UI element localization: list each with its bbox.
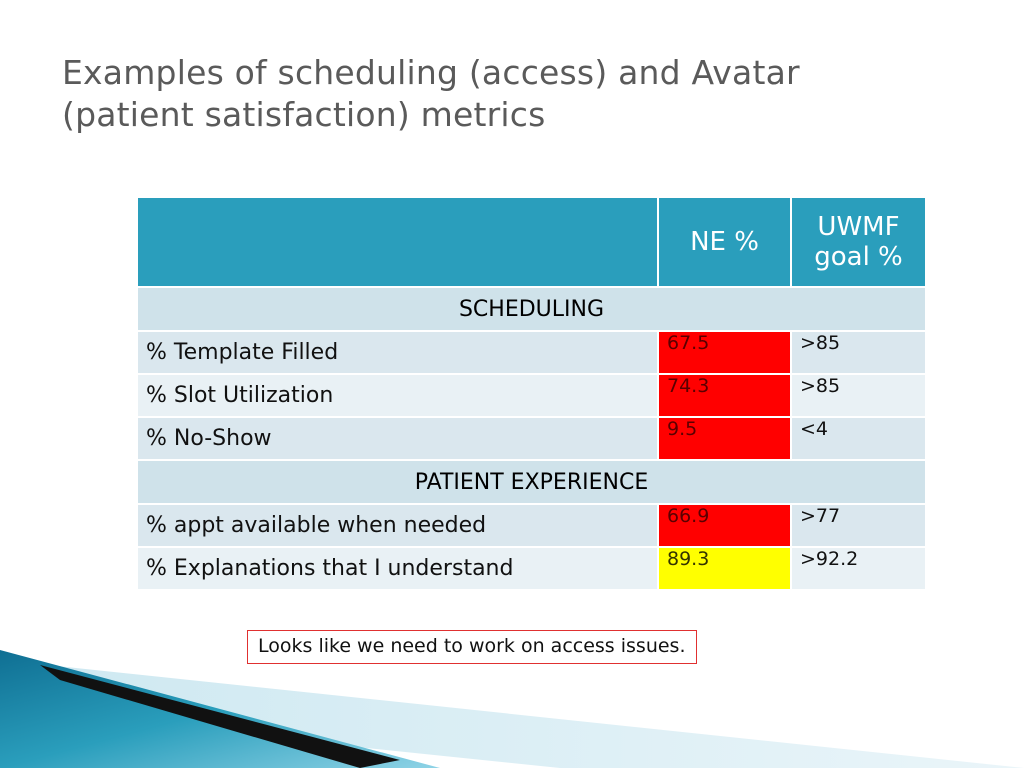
blue-wedge (0, 650, 440, 768)
title-line-2: (patient satisfaction) metrics (62, 95, 546, 134)
metrics-table: NE % UWMF goal % SCHEDULING % Template F… (136, 196, 927, 591)
header-goal-cell: UWMF goal % (790, 196, 927, 288)
table-row: % No-Show 9.5 <4 (136, 416, 927, 461)
header-goal-line-2: goal % (814, 242, 903, 272)
metric-label: % appt available when needed (136, 503, 659, 548)
ne-value-cell: 9.5 (657, 416, 792, 461)
header-goal-line-1: UWMF (817, 212, 900, 242)
metric-label: % No-Show (136, 416, 659, 461)
section-row-scheduling: SCHEDULING (136, 286, 927, 332)
goal-value-cell: >85 (790, 373, 927, 418)
header-metric-cell (136, 196, 659, 288)
ne-value-cell: 67.5 (657, 330, 792, 375)
table-row: % Slot Utilization 74.3 >85 (136, 373, 927, 418)
black-stripe (40, 665, 400, 768)
table-row: % Template Filled 67.5 >85 (136, 330, 927, 375)
section-title: SCHEDULING (136, 286, 927, 332)
slide-title: Examples of scheduling (access) and Avat… (62, 52, 962, 136)
goal-value-cell: >85 (790, 330, 927, 375)
ne-value-cell: 89.3 (657, 546, 792, 591)
ne-value-cell: 66.9 (657, 503, 792, 548)
title-line-1: Examples of scheduling (access) and Avat… (62, 53, 800, 92)
pale-band (0, 660, 1024, 768)
section-title: PATIENT EXPERIENCE (136, 459, 927, 505)
table-header-row: NE % UWMF goal % (136, 196, 927, 288)
header-ne-cell: NE % (657, 196, 792, 288)
decorative-swoosh (0, 650, 1024, 768)
note-callout: Looks like we need to work on access iss… (247, 630, 697, 664)
table-row: % appt available when needed 66.9 >77 (136, 503, 927, 548)
goal-value-cell: >92.2 (790, 546, 927, 591)
section-row-patient-experience: PATIENT EXPERIENCE (136, 459, 927, 505)
goal-value-cell: <4 (790, 416, 927, 461)
metric-label: % Template Filled (136, 330, 659, 375)
table-row: % Explanations that I understand 89.3 >9… (136, 546, 927, 591)
metric-label: % Slot Utilization (136, 373, 659, 418)
goal-value-cell: >77 (790, 503, 927, 548)
ne-value-cell: 74.3 (657, 373, 792, 418)
metric-label: % Explanations that I understand (136, 546, 659, 591)
